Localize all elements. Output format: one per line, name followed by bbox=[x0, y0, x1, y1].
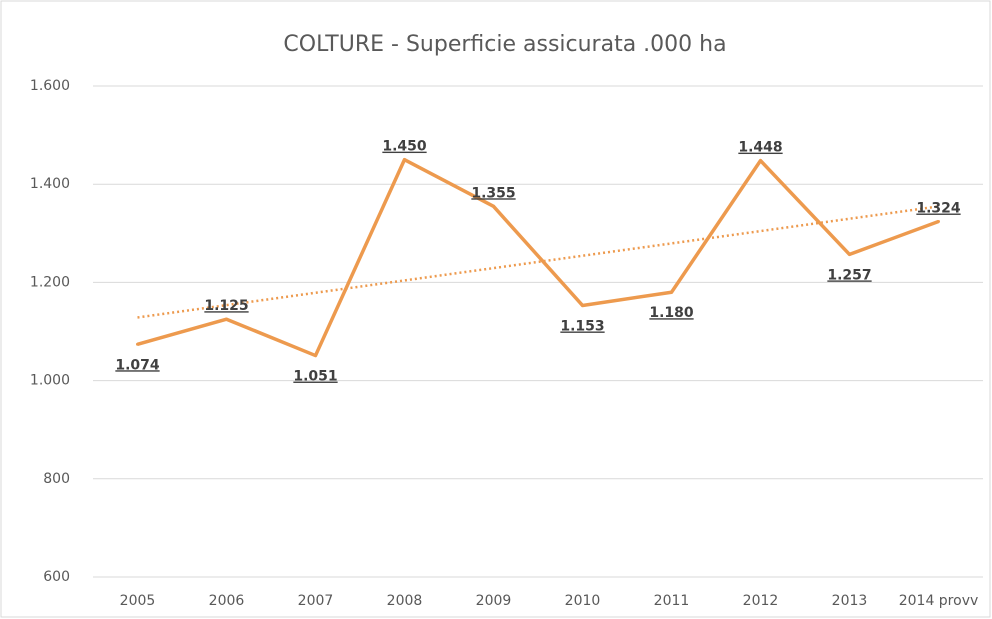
y-tick-label: 1.200 bbox=[30, 274, 70, 290]
value-label: 1.355 bbox=[471, 185, 515, 201]
point bbox=[403, 158, 406, 162]
point bbox=[314, 354, 317, 358]
value-label: 1.051 bbox=[293, 369, 337, 385]
point bbox=[581, 303, 584, 307]
x-tick-label: 2007 bbox=[298, 593, 334, 609]
y-tick-label: 1.000 bbox=[30, 373, 70, 389]
x-tick-label: 2005 bbox=[120, 593, 156, 609]
x-tick-label: 2008 bbox=[387, 593, 423, 609]
x-tick-label: 2014 provv bbox=[899, 593, 979, 609]
chart-title: COLTURE - Superficie assicurata .000 ha bbox=[283, 32, 726, 57]
value-label: 1.180 bbox=[649, 305, 694, 321]
value-label: 1.257 bbox=[827, 267, 871, 283]
point bbox=[848, 252, 851, 256]
x-tick-label: 2011 bbox=[654, 593, 690, 609]
value-label: 1.450 bbox=[382, 139, 427, 155]
x-tick-label: 2012 bbox=[743, 593, 779, 609]
y-tick-label: 800 bbox=[43, 471, 70, 487]
x-tick-label: 2013 bbox=[832, 593, 868, 609]
point bbox=[937, 220, 940, 224]
x-tick-label: 2010 bbox=[565, 593, 601, 609]
point bbox=[492, 204, 495, 208]
y-tick-label: 1.600 bbox=[30, 78, 70, 94]
line-series bbox=[137, 157, 940, 358]
y-tick-label: 1.400 bbox=[30, 176, 70, 192]
value-label: 1.153 bbox=[560, 318, 604, 334]
x-tick-label: 2006 bbox=[209, 593, 245, 609]
point bbox=[670, 290, 673, 294]
point bbox=[136, 342, 139, 346]
x-tick-label: 2009 bbox=[476, 593, 512, 609]
point bbox=[759, 159, 762, 163]
value-label: 1.324 bbox=[916, 201, 961, 217]
y-tick-label: 600 bbox=[43, 569, 70, 585]
value-label: 1.125 bbox=[204, 298, 248, 314]
value-label: 1.074 bbox=[115, 357, 160, 373]
point bbox=[225, 317, 228, 321]
value-label: 1.448 bbox=[738, 140, 782, 156]
